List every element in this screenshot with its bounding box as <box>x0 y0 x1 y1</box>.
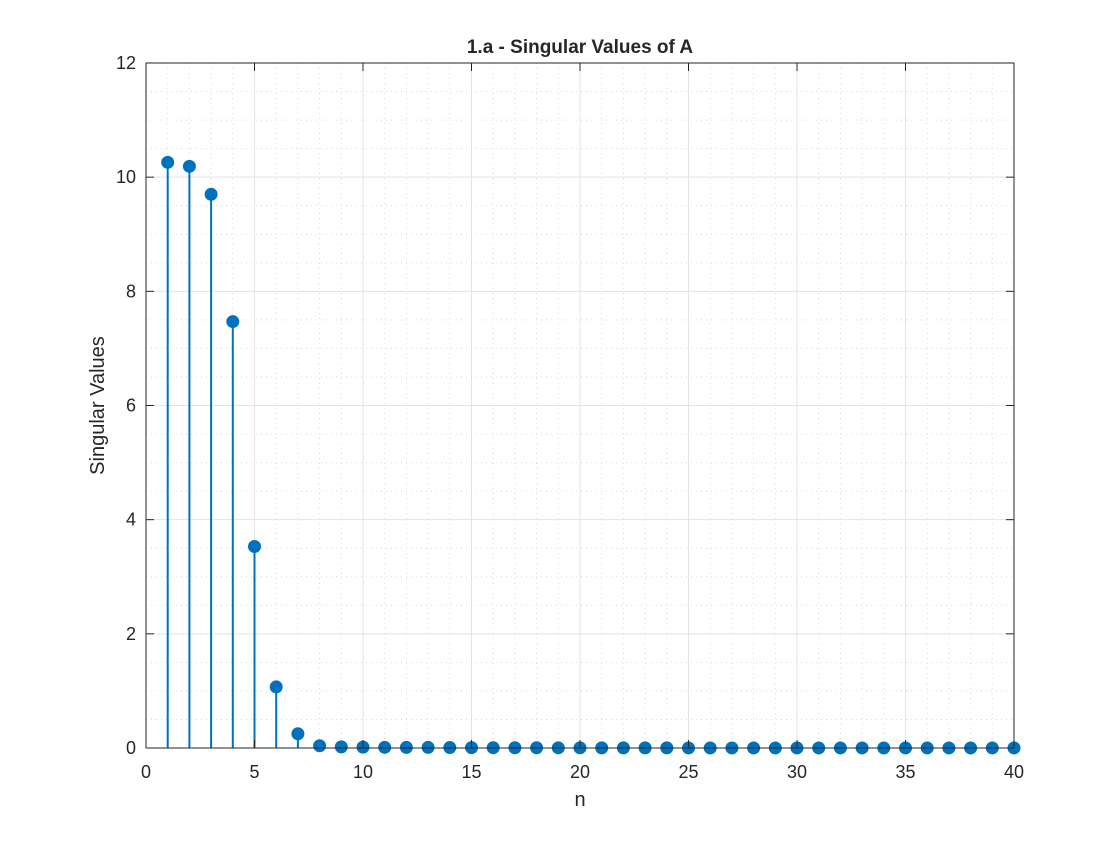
stem-marker <box>291 727 305 741</box>
stem-marker <box>334 740 348 754</box>
stems <box>166 162 1015 748</box>
stem-marker <box>204 187 218 201</box>
stem-marker <box>313 739 327 753</box>
y-tick-label: 4 <box>126 510 136 530</box>
stem-marker <box>226 315 240 329</box>
stem-marker <box>399 740 413 754</box>
y-tick-label: 6 <box>126 396 136 416</box>
x-tick-labels: 0 5 10 15 20 25 30 35 40 <box>141 762 1024 782</box>
x-tick-label: 40 <box>1004 762 1024 782</box>
y-tick-label: 0 <box>126 738 136 758</box>
stem-marker <box>269 680 283 694</box>
y-tick-label: 8 <box>126 281 136 301</box>
x-tick-label: 15 <box>461 762 481 782</box>
x-axis-label: n <box>574 789 585 811</box>
x-tick-label: 20 <box>570 762 590 782</box>
y-tick-label: 2 <box>126 624 136 644</box>
y-axis-label: Singular Values <box>87 336 109 475</box>
tick-marks <box>145 62 1015 749</box>
stem-marker <box>421 740 435 754</box>
stem-marker <box>378 740 392 754</box>
x-tick-label: 10 <box>353 762 373 782</box>
x-tick-label: 30 <box>787 762 807 782</box>
x-tick-label: 5 <box>249 762 259 782</box>
stem-marker <box>182 159 196 173</box>
stem-marker <box>248 539 261 553</box>
x-tick-label: 35 <box>895 762 915 782</box>
y-tick-labels: 0 2 4 6 8 10 12 <box>116 53 136 758</box>
stem-marker <box>161 155 175 169</box>
y-tick-label: 10 <box>116 167 136 187</box>
chart-title: 1.a - Singular Values of A <box>467 37 694 58</box>
x-tick-label: 0 <box>141 762 151 782</box>
x-tick-label: 25 <box>678 762 698 782</box>
y-tick-label: 12 <box>116 53 136 73</box>
